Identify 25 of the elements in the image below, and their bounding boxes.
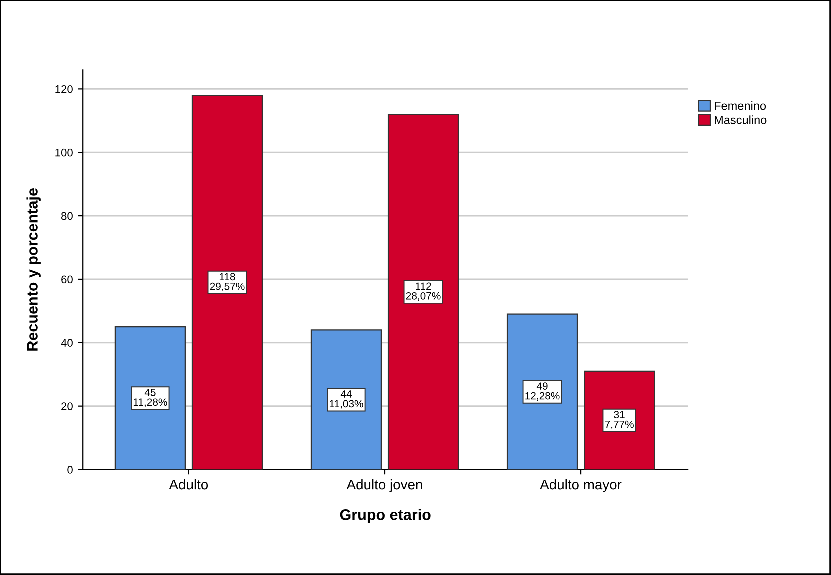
y-tick-label: 120 [56,85,73,94]
bar [192,94,264,470]
y-tick-label: 100 [56,148,73,157]
data-label: 44 11,03% [330,390,364,409]
data-label: 112 28,07% [406,282,441,302]
x-axis-title: Grupo etario [340,509,431,524]
y-tick-label: 40 [61,339,73,348]
y-tick-label: 20 [62,402,73,410]
x-tick-label: Adulto joven [346,479,422,492]
data-label: 49 12,28% [526,382,560,401]
x-tick-label: Adulto mayor [540,479,622,492]
data-label: 31 7,77% [605,411,634,430]
y-tick-label: 60 [62,276,73,284]
bar [114,326,186,470]
y-axis-title: Recuento y porcentaje [26,188,41,351]
bar [310,330,382,470]
bar [388,114,460,470]
data-label: 118 29,57% [210,273,245,292]
x-tick-label: Adulto [169,479,208,490]
legend-label: Femenino [715,102,766,110]
bar [506,314,578,470]
y-tick-label: 80 [62,212,73,220]
y-tick-label: 0 [68,466,73,474]
data-label: 45 11,28% [134,389,168,408]
legend-label: Masculino [715,116,767,124]
